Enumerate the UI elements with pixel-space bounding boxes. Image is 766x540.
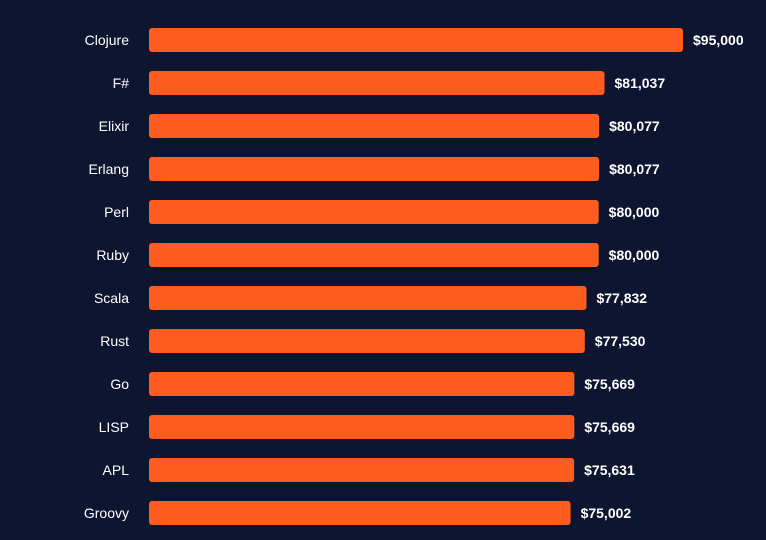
category-label: APL — [103, 462, 130, 478]
bar-row: Erlang $80,077 — [89, 157, 660, 181]
bar — [149, 157, 600, 181]
category-label: Ruby — [96, 247, 129, 263]
bar-row: Rust $77,530 — [100, 329, 646, 353]
category-label: Go — [110, 376, 129, 392]
category-label: Erlang — [89, 161, 129, 177]
bar — [149, 329, 585, 353]
value-label: $80,077 — [609, 118, 660, 134]
category-label: Rust — [100, 333, 129, 349]
category-label: Elixir — [99, 118, 130, 134]
bar — [149, 28, 683, 52]
value-label: $80,077 — [609, 161, 660, 177]
bar — [149, 501, 571, 525]
value-label: $75,669 — [584, 376, 635, 392]
bar-row: Elixir $80,077 — [99, 114, 660, 138]
bar-row: Perl $80,000 — [104, 200, 660, 224]
bar — [149, 200, 599, 224]
bar — [149, 286, 587, 310]
bar-row: Ruby $80,000 — [96, 243, 660, 267]
value-label: $75,002 — [581, 505, 632, 521]
bar — [149, 243, 599, 267]
value-label: $75,631 — [584, 462, 635, 478]
bar-row: LISP $75,669 — [99, 415, 635, 439]
bar-row: Clojure $95,000 — [85, 28, 744, 52]
value-label: $75,669 — [584, 419, 635, 435]
category-label: Perl — [104, 204, 129, 220]
category-label: Scala — [94, 290, 129, 306]
bar-row: Scala $77,832 — [94, 286, 647, 310]
value-label: $81,037 — [615, 75, 666, 91]
category-label: LISP — [99, 419, 129, 435]
bar-row: Go $75,669 — [110, 372, 635, 396]
value-label: $95,000 — [693, 32, 744, 48]
category-label: F# — [113, 75, 130, 91]
value-label: $77,530 — [595, 333, 646, 349]
bar-row: APL $75,631 — [103, 458, 635, 482]
bar — [149, 114, 600, 138]
bar-row: F# $81,037 — [113, 71, 666, 95]
bar — [149, 71, 605, 95]
bar — [149, 458, 575, 482]
value-label: $77,832 — [596, 290, 647, 306]
category-label: Groovy — [84, 505, 129, 521]
bar — [149, 415, 575, 439]
value-label: $80,000 — [609, 247, 660, 263]
value-label: $80,000 — [609, 204, 660, 220]
bar-row: Groovy $75,002 — [84, 501, 632, 525]
category-label: Clojure — [85, 32, 130, 48]
bar — [149, 372, 575, 396]
